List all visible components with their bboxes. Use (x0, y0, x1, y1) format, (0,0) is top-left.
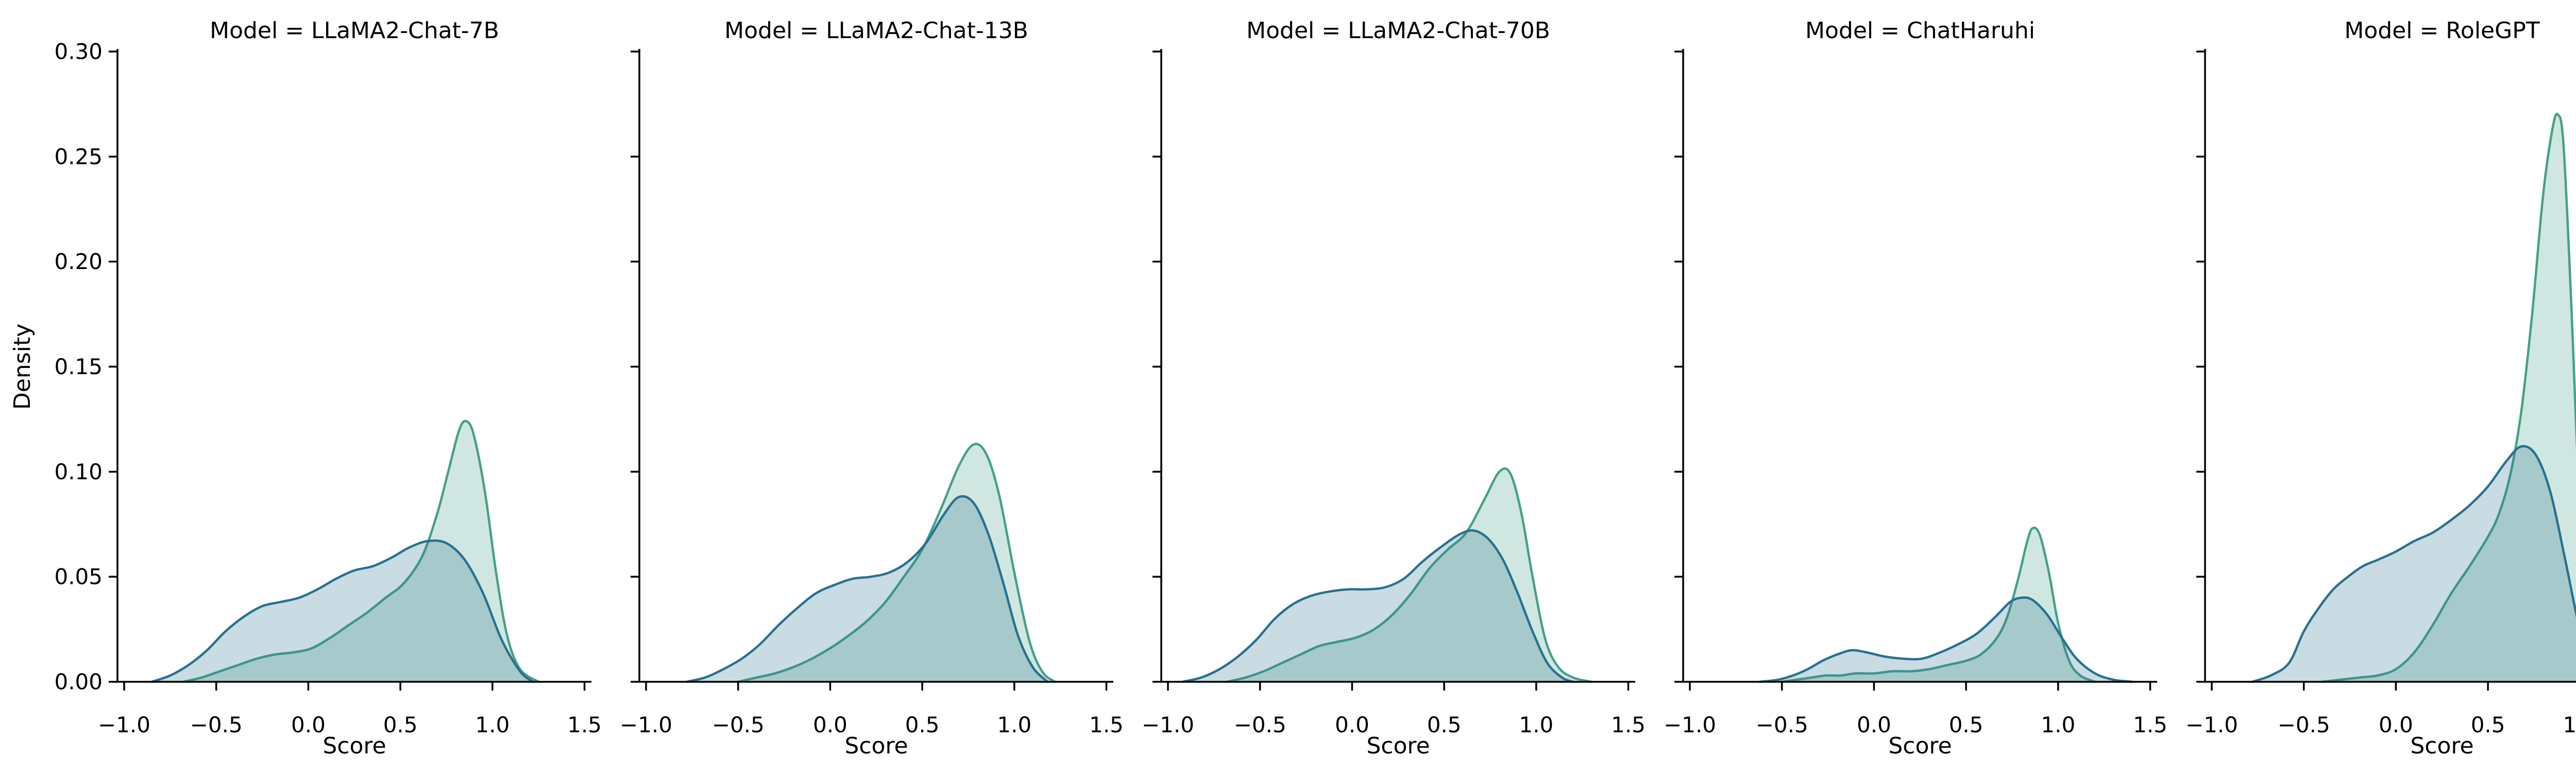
kde-area-pos (738, 444, 1055, 682)
kde-area-pos (1782, 528, 2095, 682)
y-tick-label: 0.10 (54, 459, 103, 484)
x-tick-label: 0.0 (291, 712, 326, 737)
y-tick-label: 0.15 (54, 354, 103, 379)
x-tick-label: 0.0 (1335, 712, 1369, 737)
x-tick-label: 0.0 (2379, 712, 2413, 737)
x-tick-label: 1.0 (997, 712, 1031, 737)
kde-area-pos (2322, 114, 2576, 682)
facet-panel: Model = LLaMA2-Chat-70B −1.0 −0.5 0.0 0.5 1.0… (1142, 18, 1646, 759)
x-axis-label: Score (1366, 733, 1430, 759)
x-tick-label: −1.0 (1142, 712, 1194, 737)
x-tick-label: 1.0 (2563, 712, 2576, 737)
x-tick-label: 0.0 (1857, 712, 1891, 737)
y-tick-label: 0.00 (54, 669, 103, 695)
x-tick-label: −1.0 (620, 712, 672, 737)
kde-area-neg (686, 496, 1048, 682)
x-tick-label: 1.5 (1089, 712, 1124, 737)
kde-area-neg (2252, 446, 2576, 682)
x-tick-label: 0.5 (905, 712, 940, 737)
x-tick-label: 1.5 (1611, 712, 1646, 737)
kde-area-neg (151, 540, 533, 682)
kde-area-pos (183, 421, 539, 682)
kde-curve-neg (1758, 596, 2133, 683)
panel-title: Model = LLaMA2-Chat-70B (1246, 18, 1550, 44)
kde-area-neg (1759, 597, 2132, 682)
y-tick-label: 0.30 (54, 39, 103, 64)
y-tick-label: 0.20 (54, 249, 103, 274)
x-tick-label: 1.0 (1519, 712, 1553, 737)
facet-panel: Model = LLaMA2-Chat-7B 0.00 0.05 0.10 0.15 0.… (54, 18, 601, 759)
facet-panel: Model = LLaMA2-Chat-13B −1.0 −0.5 0.0 0.5 1.0… (620, 18, 1124, 759)
x-tick-label: 0.0 (813, 712, 848, 737)
kde-area-neg (1182, 530, 1573, 682)
y-axis-label: Density (9, 324, 36, 410)
x-tick-label: −0.5 (2278, 712, 2330, 737)
kde-curve-pos (1781, 526, 2096, 683)
x-axis-label: Score (2410, 733, 2473, 759)
x-tick-label: 1.5 (2133, 712, 2167, 737)
panel-title: Model = LLaMA2-Chat-7B (210, 18, 499, 44)
facet-panel: Model = ChatHaruhi −1.0 −0.5 0.0 0.5 1.0 1.5 Sc… (1664, 18, 2167, 759)
x-tick-label: 0.5 (1949, 712, 1984, 737)
kde-curve-pos (2321, 112, 2576, 683)
x-axis-label: Score (1888, 733, 1952, 759)
kde-curve-pos (182, 419, 540, 683)
kde-curve-neg (685, 495, 1049, 683)
x-tick-label: 0.5 (2471, 712, 2505, 737)
x-tick-label: 0.5 (383, 712, 418, 737)
x-tick-label: −1.0 (2185, 712, 2238, 737)
kde-area-pos (1227, 468, 1591, 682)
x-axis-label: Score (323, 733, 386, 759)
x-tick-label: 1.0 (2041, 712, 2075, 737)
x-tick-label: −0.5 (1234, 712, 1286, 737)
x-tick-label: −0.5 (190, 712, 243, 737)
x-tick-label: 1.5 (567, 712, 602, 737)
x-axis-label: Score (844, 733, 908, 759)
y-tick-label: 0.25 (54, 144, 103, 169)
x-tick-label: −1.0 (98, 712, 150, 737)
kde-curve-neg (2251, 445, 2576, 683)
y-tick-label: 0.05 (54, 564, 103, 590)
panel-title: Model = RoleGPT (2344, 18, 2539, 44)
x-tick-label: −0.5 (712, 712, 765, 737)
x-tick-label: −1.0 (1664, 712, 1716, 737)
x-tick-label: 0.5 (1427, 712, 1462, 737)
panel-title: Model = ChatHaruhi (1805, 18, 2035, 44)
x-tick-label: −0.5 (1756, 712, 1808, 737)
kde-curve-neg (150, 539, 534, 683)
x-tick-label: 1.0 (475, 712, 510, 737)
kde-curve-neg (1181, 529, 1574, 683)
panel-title: Model = LLaMA2-Chat-13B (724, 18, 1028, 44)
kde-curve-pos (1226, 467, 1593, 683)
